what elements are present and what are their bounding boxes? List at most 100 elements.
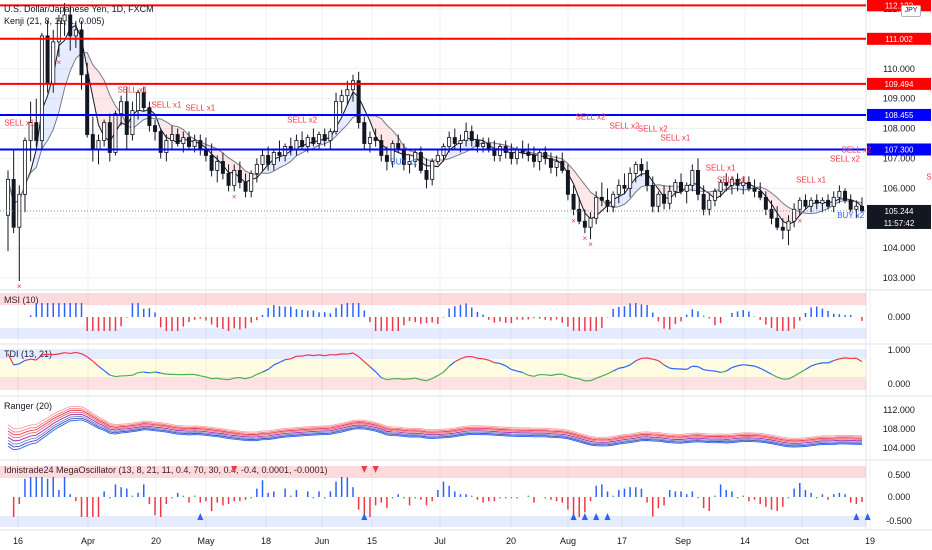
candle-body — [605, 199, 610, 207]
candle-body — [758, 190, 763, 198]
x-tick-label-3: May — [197, 536, 215, 546]
tdi-line-segment — [460, 356, 467, 360]
candle-body — [226, 173, 231, 186]
price-tick-label-5: 108.000 — [883, 124, 916, 134]
chart-header: U.S. Dollar/Japanese Yen, 1D, FXCM Kenji… — [4, 4, 154, 28]
candle-body — [780, 226, 785, 231]
indicator-title[interactable]: Kenji (21, 8, 11, 1, 0.005) — [4, 16, 105, 26]
tdi-line-segment — [75, 351, 82, 355]
tdi-line-segment — [658, 360, 665, 366]
ma-cloud-segment — [771, 193, 778, 214]
tdi-lower-zone — [0, 377, 866, 390]
candle-body — [531, 155, 536, 162]
mega-sell-arrow-0 — [231, 466, 238, 473]
candle-body — [153, 125, 158, 132]
signal-label-15: BUY x2 — [837, 211, 865, 220]
candle-body — [22, 140, 27, 195]
x-tick-label-10: 17 — [617, 536, 627, 546]
tdi-line-segment — [709, 369, 716, 372]
candle-body — [475, 140, 480, 147]
tdi-line-segment — [482, 358, 489, 361]
tdi-line-segment — [301, 354, 308, 357]
signal-label-16: SELL x2 — [926, 172, 932, 181]
level-tag-2 — [867, 77, 931, 90]
tdi-line-segment — [369, 366, 377, 373]
candle-body — [843, 190, 848, 201]
ranger-band-4 — [7, 413, 863, 444]
price-tick-label-4: 107.000 — [883, 153, 916, 163]
candle-body — [283, 146, 288, 156]
candle-body — [826, 199, 831, 207]
ranger-band-1 — [7, 408, 863, 441]
ma-cloud-segment — [160, 118, 167, 138]
candle-body — [656, 193, 661, 207]
candle-body — [848, 199, 853, 210]
candle-body — [515, 149, 520, 159]
tdi-line-segment — [239, 376, 246, 380]
mega-sell-arrow-1 — [361, 466, 368, 473]
x-tick-label-0: 16 — [13, 536, 23, 546]
mega-sell-arrow-2 — [372, 466, 379, 473]
panel-title-0: MSI (10) — [4, 295, 39, 305]
ma-cloud-segment — [466, 138, 472, 152]
tdi-line-segment — [81, 353, 88, 358]
candle-body — [107, 122, 112, 153]
level-label-4: 107.300 — [885, 145, 914, 154]
tdi-line-segment — [58, 352, 65, 355]
candle-body — [356, 80, 361, 123]
candle-body — [192, 140, 197, 147]
tdi-line-segment — [839, 357, 846, 360]
ma-cloud-segment — [782, 203, 789, 225]
low-marker-5: × — [588, 240, 593, 249]
tdi-line-segment — [697, 366, 704, 371]
tdi-line-segment — [375, 371, 382, 379]
level-tag-0 — [867, 0, 931, 12]
signal-label-2: SELL x1 — [151, 101, 181, 110]
ma-cloud-segment — [290, 147, 297, 162]
candle-body — [254, 164, 259, 174]
candle-body — [571, 193, 576, 210]
candle-body — [407, 161, 412, 165]
candle-body — [837, 190, 842, 198]
tdi-line-segment — [13, 363, 20, 366]
tdi-line-segment — [635, 357, 642, 362]
tdi-line-segment — [352, 352, 359, 358]
candle-body — [509, 152, 514, 159]
tdi-line-segment — [154, 371, 161, 374]
tdi-line-segment — [505, 365, 512, 370]
candle-body — [51, 41, 56, 85]
candle-body — [73, 29, 78, 37]
candle-body — [45, 35, 50, 85]
price-tick-label-3: 106.000 — [883, 183, 916, 193]
tdi-line-segment — [550, 373, 557, 377]
candle-body — [373, 137, 378, 141]
candle-body — [90, 134, 95, 150]
x-tick-label-7: Jul — [434, 536, 446, 546]
tdi-line-segment — [516, 370, 523, 374]
ma-cloud-segment — [573, 170, 580, 199]
tdi-line-segment — [748, 364, 755, 367]
symbol-title[interactable]: U.S. Dollar/Japanese Yen, 1D, FXCM — [4, 4, 154, 14]
currency-badge[interactable]: JPY — [901, 5, 921, 17]
level-label-1: 111.002 — [885, 35, 913, 44]
tdi-line-segment — [567, 375, 574, 379]
candle-body — [797, 199, 802, 210]
candle-body — [616, 184, 621, 195]
candle-body — [464, 131, 469, 141]
candle-body — [175, 134, 180, 144]
mega-tick-2: -0.500 — [886, 516, 912, 526]
candle-body — [679, 181, 684, 192]
candle-body — [17, 193, 22, 228]
mega-buy-arrow-6 — [853, 513, 860, 520]
candle-body — [34, 122, 39, 141]
panel-title-2: Ranger (20) — [4, 401, 52, 411]
candle-body — [277, 152, 282, 156]
tdi-line-segment — [381, 377, 388, 381]
signal-label-13: SELL x2 — [830, 154, 860, 163]
tdi-line-segment — [443, 365, 450, 373]
signal-label-14: SELL x2 — [841, 145, 871, 154]
ma-cloud-segment — [624, 185, 631, 205]
candle-body — [763, 196, 768, 210]
candle-body — [300, 140, 305, 147]
